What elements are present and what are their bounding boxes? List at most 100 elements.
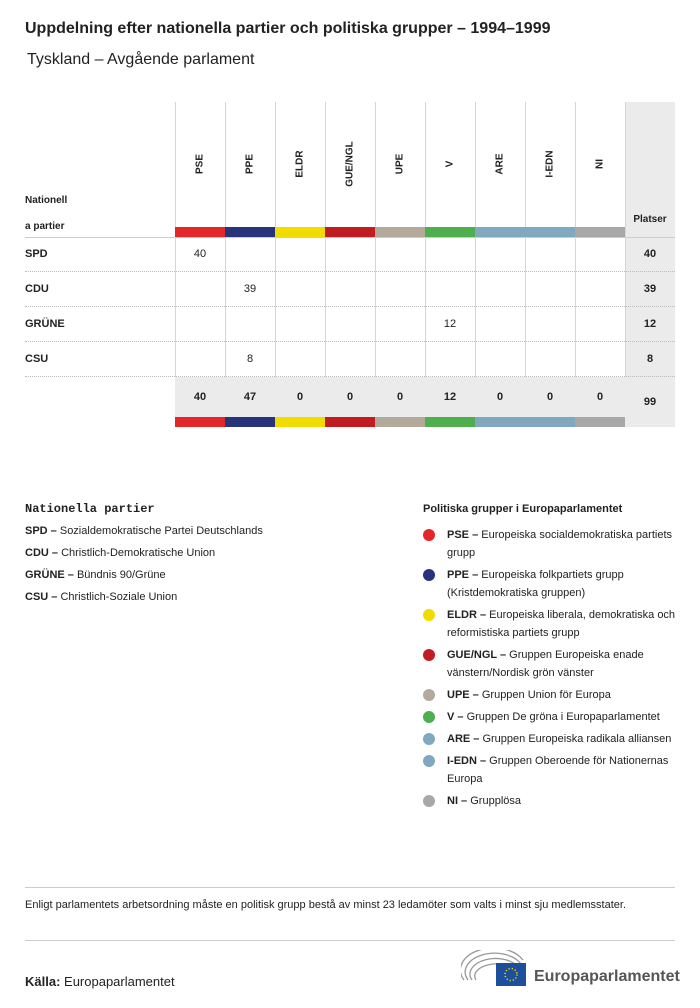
grand-total: 99 xyxy=(643,396,657,408)
group-abbr: V – xyxy=(447,711,464,723)
color-dot-icon xyxy=(423,609,435,621)
color-dot-icon xyxy=(423,795,435,807)
group-color-bar xyxy=(525,417,575,427)
seat-cell: 39 xyxy=(243,283,257,295)
color-dot-icon xyxy=(423,649,435,661)
page-subtitle: Tyskland – Avgående parlament xyxy=(27,51,255,68)
party-full-name: Christlich-Demokratische Union xyxy=(58,547,216,559)
column-header-label: UPE xyxy=(394,153,406,175)
color-dot-icon xyxy=(423,529,435,541)
group-total: 47 xyxy=(243,391,257,403)
platser-header: Platser xyxy=(633,214,667,225)
table-row: SPD 40 40 xyxy=(25,237,675,272)
column-divider xyxy=(425,102,426,377)
group-abbr: UPE – xyxy=(447,689,479,701)
column-header-eldr: ELDR xyxy=(275,102,325,227)
party-abbr: GRÜNE – xyxy=(25,569,74,581)
group-legend-item: GUE/NGL – Gruppen Europeiska enade vänst… xyxy=(423,646,677,682)
divider xyxy=(25,940,675,941)
group-legend-item: PSE – Europeiska socialdemokratiska part… xyxy=(423,526,677,562)
column-header-pse: PSE xyxy=(175,102,225,227)
row-total: 8 xyxy=(646,353,654,365)
group-abbr: NI – xyxy=(447,795,468,807)
group-abbr: PPE – xyxy=(447,569,479,581)
column-header-label: GUE/NGL xyxy=(344,141,356,187)
color-dot-icon xyxy=(423,755,435,767)
source-value: Europaparlamentet xyxy=(60,974,175,989)
table-row: CDU 39 39 xyxy=(25,272,675,307)
group-color-bar xyxy=(575,227,625,237)
group-legend: PSE – Europeiska socialdemokratiska part… xyxy=(423,526,677,814)
column-divider xyxy=(325,102,326,377)
group-color-bar xyxy=(225,227,275,237)
seat-cell: 12 xyxy=(443,318,457,330)
group-color-bar xyxy=(275,227,325,237)
header-divider xyxy=(25,237,675,238)
note: Enligt parlamentets arbetsordning måste … xyxy=(25,899,626,911)
group-full-name: Gruppen Europeiska radikala alliansen xyxy=(479,733,672,745)
column-header-label: I-EDN xyxy=(544,150,556,178)
group-legend-item: V – Gruppen De gröna i Europaparlamentet xyxy=(423,708,677,726)
group-total: 0 xyxy=(396,391,404,403)
group-legend-item: I-EDN – Gruppen Oberoende för Nationerna… xyxy=(423,752,677,788)
group-full-name: Grupplösa xyxy=(467,795,521,807)
table-row: CSU 8 8 xyxy=(25,342,675,377)
seat-cell: 40 xyxy=(193,248,207,260)
group-color-bar xyxy=(375,417,425,427)
group-full-name: Gruppen Union för Europa xyxy=(478,689,611,701)
group-full-name: Gruppen Oberoende för Nationernas Europa xyxy=(447,755,669,785)
column-header-label: V xyxy=(444,160,456,168)
party-name: SPD xyxy=(25,248,48,260)
totals-row-bg xyxy=(175,377,625,417)
national-legend-item: CDU – Christlich-Demokratische Union xyxy=(25,544,263,562)
party-full-name: Sozialdemokratische Partei Deutschlands xyxy=(56,525,263,537)
color-dot-icon xyxy=(423,711,435,723)
parliament-hemicycle-icon xyxy=(459,947,526,986)
divider xyxy=(25,887,675,888)
row-header-line2: a partier xyxy=(25,221,65,232)
group-total: 40 xyxy=(193,391,207,403)
group-color-bar xyxy=(475,227,525,237)
ep-logo: Europaparlamentet xyxy=(459,947,680,993)
column-divider xyxy=(275,102,276,377)
row-header-line1: Nationell xyxy=(25,195,68,206)
national-legend-heading: Nationella partier xyxy=(25,502,155,516)
column-header-label: ARE xyxy=(494,153,506,175)
column-header-label: ELDR xyxy=(294,150,306,178)
group-color-bar xyxy=(425,227,475,237)
column-divider xyxy=(525,102,526,377)
row-header: Nationell a partier xyxy=(25,188,67,240)
group-color-bar xyxy=(275,417,325,427)
column-header-are: ARE xyxy=(475,102,525,227)
group-abbr: PSE – xyxy=(447,529,479,541)
group-full-name: Gruppen Europeiska enade vänstern/Nordis… xyxy=(447,649,644,679)
group-full-name: Europeiska socialdemokratiska partiets g… xyxy=(447,529,672,559)
column-header-upe: UPE xyxy=(375,102,425,227)
group-abbr: I-EDN – xyxy=(447,755,487,767)
color-dot-icon xyxy=(423,689,435,701)
column-divider xyxy=(575,102,576,377)
row-total: 12 xyxy=(643,318,657,330)
group-full-name: Gruppen De gröna i Europaparlamentet xyxy=(463,711,660,723)
group-total: 0 xyxy=(296,391,304,403)
group-color-bar xyxy=(175,417,225,427)
national-legend-item: SPD – Sozialdemokratische Partei Deutsch… xyxy=(25,522,263,540)
color-dot-icon xyxy=(423,569,435,581)
column-divider xyxy=(475,102,476,377)
group-color-bar xyxy=(525,227,575,237)
column-header-i-edn: I-EDN xyxy=(525,102,575,227)
party-abbr: CDU – xyxy=(25,547,59,559)
column-header-label: PSE xyxy=(194,153,206,175)
group-color-bar xyxy=(425,417,475,427)
source-label: Källa: xyxy=(25,974,61,989)
party-abbr: SPD – xyxy=(25,525,57,537)
group-abbr: ELDR – xyxy=(447,609,487,621)
column-divider xyxy=(175,102,176,377)
group-abbr: ARE – xyxy=(447,733,480,745)
group-color-bar xyxy=(325,417,375,427)
seat-cell: 8 xyxy=(246,353,254,365)
group-color-bar xyxy=(575,417,625,427)
column-header-label: PPE xyxy=(244,153,256,175)
group-legend-item: ELDR – Europeiska liberala, demokratiska… xyxy=(423,606,677,642)
party-name: CDU xyxy=(25,283,49,295)
